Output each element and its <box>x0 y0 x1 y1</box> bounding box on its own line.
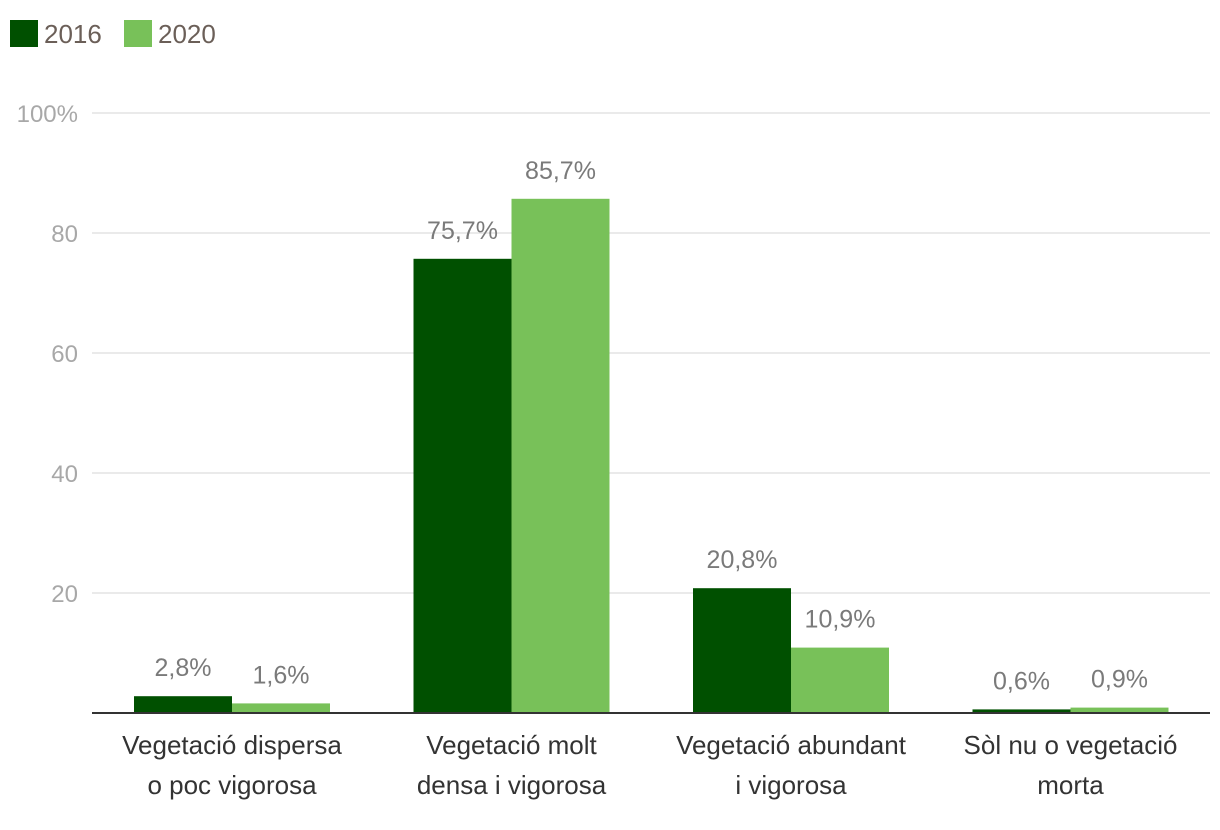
data-label: 20,8% <box>707 546 778 574</box>
data-label: 85,7% <box>525 157 596 185</box>
x-category-label: Vegetació molt densa i vigorosa <box>417 730 607 800</box>
category-labels: Vegetació dispersa o poc vigorosa Vegetaci… <box>122 730 1177 800</box>
legend-swatch <box>124 20 152 47</box>
bar-2016 <box>413 258 512 713</box>
y-tick-label: 60 <box>51 341 78 368</box>
x-category-label: Vegetació abundant i vigorosa <box>676 730 907 800</box>
data-label: 2,8% <box>155 654 212 682</box>
y-tick-label: 40 <box>51 461 78 488</box>
bar-2020 <box>511 198 610 714</box>
data-label: 0,9% <box>1091 666 1148 694</box>
bars <box>134 198 1169 714</box>
data-label: 0,6% <box>993 667 1050 695</box>
legend-item-2016: 2016 <box>10 19 102 49</box>
data-label: 10,9% <box>805 606 876 634</box>
x-category-label: Vegetació dispersa o poc vigorosa <box>122 730 342 800</box>
bar-2016 <box>134 696 232 713</box>
data-labels: 2,8% 1,6% 75,7% 85,7% 20,8% 10,9% 0,6% 0,9% <box>155 157 1148 696</box>
y-tick-label: 20 <box>51 581 78 608</box>
bar-2016 <box>972 709 1071 713</box>
data-label: 75,7% <box>427 217 498 245</box>
y-tick-label: 100% <box>17 101 78 128</box>
bar-2020 <box>232 703 330 713</box>
x-category-label: Sòl nu o vegetació morta <box>964 730 1178 800</box>
y-tick-label: 80 <box>51 221 78 248</box>
legend-swatch <box>10 20 38 47</box>
y-axis-ticks: 20 40 60 80 100% <box>17 101 78 608</box>
legend-label: 2020 <box>158 19 216 49</box>
bar-2016 <box>693 588 791 713</box>
legend-label: 2016 <box>44 19 102 49</box>
gridlines <box>92 112 1210 594</box>
legend-item-2020: 2020 <box>124 19 216 49</box>
bar-2020 <box>791 647 889 713</box>
bar-2020 <box>1070 707 1169 713</box>
legend: 2016 2020 <box>10 19 216 49</box>
data-label: 1,6% <box>253 661 310 689</box>
